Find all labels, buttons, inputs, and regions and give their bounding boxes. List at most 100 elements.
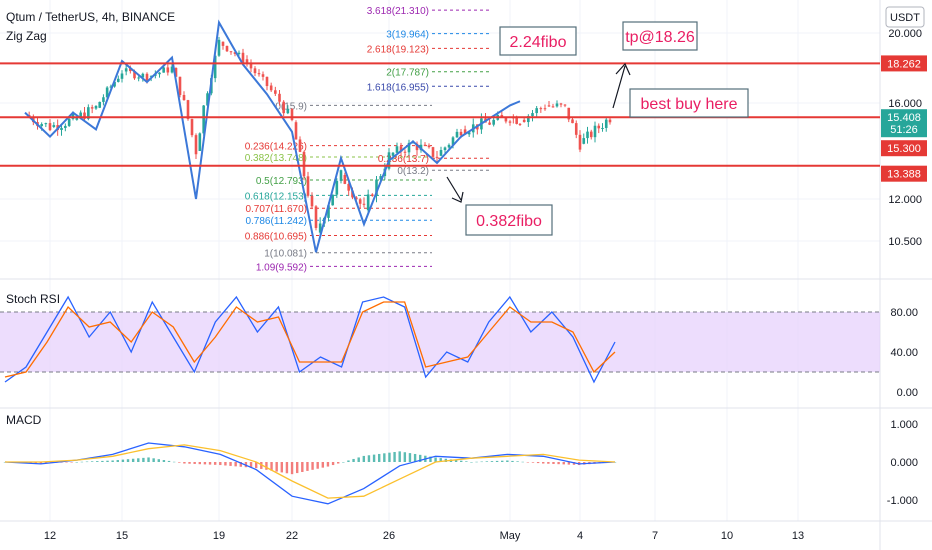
macd-hist-bar xyxy=(249,462,253,468)
price-tick: 12.000 xyxy=(888,194,922,206)
candle-body xyxy=(551,106,555,108)
stoch-band xyxy=(0,311,880,373)
macd-hist-bar xyxy=(552,462,555,464)
time-tick: 15 xyxy=(116,530,128,542)
macd-hist-bar xyxy=(306,462,309,471)
macd-hist-bar xyxy=(516,461,519,462)
candle-body xyxy=(245,59,249,64)
candle-body xyxy=(395,146,399,153)
time-tick: 19 xyxy=(213,530,225,542)
macd-hist-bar xyxy=(183,462,186,464)
arrow-up-head xyxy=(615,62,631,76)
macd-hist-bar xyxy=(347,460,350,462)
macd-hist-bar xyxy=(208,462,212,465)
annotations[interactable]: 2.24fibo tp@18.26 best buy here 0.382fibo xyxy=(446,21,749,236)
price-badge-bg xyxy=(881,140,927,157)
candle-body xyxy=(559,103,563,105)
candle-body xyxy=(79,112,82,118)
macd-hist-bar xyxy=(567,462,571,465)
time-tick: 4 xyxy=(577,530,583,542)
candle-body xyxy=(310,195,314,207)
candle-body xyxy=(535,108,538,114)
candle-body xyxy=(83,112,86,119)
macd-hist-bar xyxy=(362,455,366,462)
macd-hist-bar xyxy=(326,462,330,467)
macd-hist-bar xyxy=(403,452,407,462)
macd-hist-bar xyxy=(167,460,171,462)
fib-left-label: 0(15.9) xyxy=(275,101,307,112)
candle-body xyxy=(145,73,149,82)
price-badge-bg xyxy=(881,109,927,138)
macd-hist-bar xyxy=(229,462,232,466)
candle-body xyxy=(504,117,508,122)
candle-body xyxy=(508,121,512,123)
macd-hist-bar xyxy=(106,460,109,462)
macd-hist-bar xyxy=(280,462,284,473)
macd-hist-bar xyxy=(485,461,489,462)
macd-hist-bar xyxy=(336,462,340,464)
candle-body xyxy=(105,87,109,98)
fib-ext-label: 1.618(16.955) xyxy=(367,82,429,93)
candle-body xyxy=(571,119,574,124)
macd-hist-bar xyxy=(126,459,130,462)
candle-body xyxy=(149,75,153,77)
time-tick: 13 xyxy=(792,530,804,542)
fib-left-label: 0.382(13.748) xyxy=(245,153,307,164)
candle-body xyxy=(515,117,518,124)
zigzag-lines xyxy=(24,19,521,253)
candle-body xyxy=(44,123,48,125)
macd-hist-bar xyxy=(419,454,422,462)
macd-hist-bar xyxy=(495,460,499,462)
candle-body xyxy=(547,105,551,107)
macd-hist-bar xyxy=(285,462,289,474)
annotation-box xyxy=(499,26,577,56)
candle-body xyxy=(362,203,366,205)
price-tick: 10.500 xyxy=(888,236,922,248)
candle-body xyxy=(339,170,343,181)
macd-title[interactable]: MACD xyxy=(6,413,42,427)
fib-retracement-right: 0.236(13.7)0(13.2) xyxy=(378,154,492,177)
macd-hist-bar xyxy=(357,457,360,462)
candle-body xyxy=(543,108,547,110)
candle-body xyxy=(586,131,589,139)
macd-hist-bar xyxy=(490,461,494,462)
candle-body xyxy=(399,146,403,152)
candle-body xyxy=(269,85,273,91)
currency-box[interactable] xyxy=(885,6,925,28)
candle-body xyxy=(40,124,43,127)
macd-hist-bar xyxy=(224,462,227,466)
candles xyxy=(27,37,612,237)
price-badge-label: 13.388 xyxy=(887,169,921,181)
macd-hist-bar xyxy=(234,462,237,467)
candle-body xyxy=(178,76,182,95)
fib-right-label: 0(13.2) xyxy=(397,166,429,177)
candle-body xyxy=(355,197,358,200)
macd-hist-bar xyxy=(542,462,545,464)
macd-hist-bar xyxy=(188,462,191,464)
price-badge-bg xyxy=(881,55,927,72)
annotation-text: 0.382fibo xyxy=(476,213,542,230)
stoch-line-K xyxy=(4,295,616,384)
macd-hist-bar xyxy=(383,453,386,462)
stoch-rsi-title[interactable]: Stoch RSI xyxy=(6,292,60,306)
candle-body xyxy=(278,93,281,102)
candle-body xyxy=(500,115,504,118)
candle-body xyxy=(492,119,495,125)
macd-hist-bar xyxy=(111,460,114,462)
zigzag-indicator-label[interactable]: Zig Zag xyxy=(6,29,47,43)
macd-tick: 1.000 xyxy=(890,419,918,431)
zigzag-line xyxy=(24,19,521,253)
candle-body xyxy=(113,81,116,87)
candle-body xyxy=(174,68,178,77)
price-badge-label: 18.262 xyxy=(887,58,921,70)
currency-label[interactable]: USDT xyxy=(890,12,920,24)
candle-body xyxy=(358,199,362,204)
macd-hist-bar xyxy=(70,462,73,463)
macd-hist-bar xyxy=(239,462,242,467)
candle-body xyxy=(298,139,302,152)
macd-hist-bar xyxy=(352,458,355,462)
candle-body xyxy=(241,52,245,63)
candle-body xyxy=(90,107,94,109)
